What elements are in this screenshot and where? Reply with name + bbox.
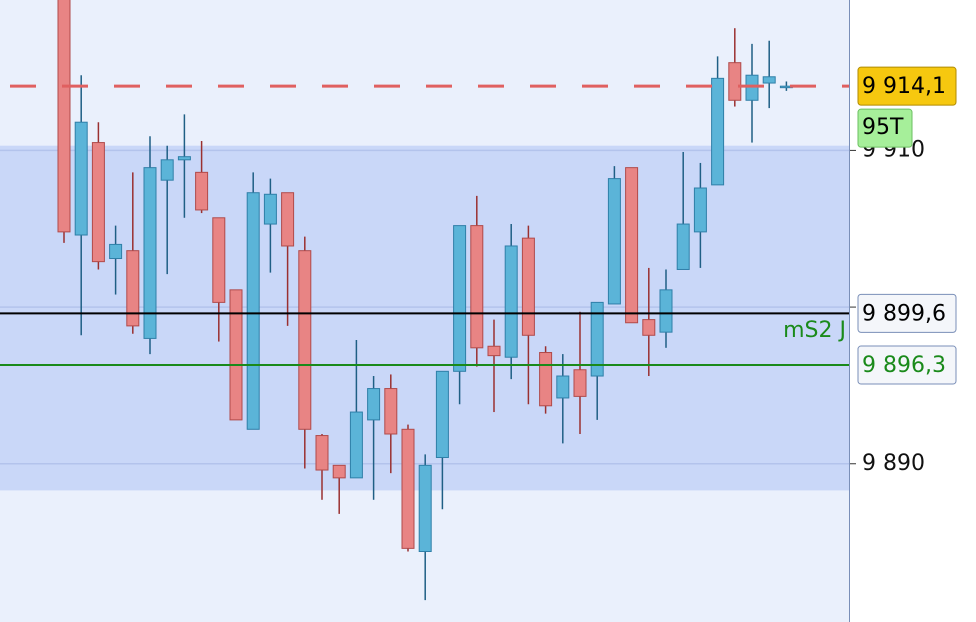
- level-name: mS2 J: [783, 318, 846, 343]
- candle-body: [418, 464, 432, 552]
- candle-body: [349, 411, 363, 479]
- candle-body: [711, 77, 725, 186]
- candle-body: [573, 369, 587, 397]
- candle-body: [728, 62, 742, 101]
- candle-body: [195, 171, 209, 211]
- candle-body: [109, 243, 123, 260]
- candle-body: [453, 225, 467, 372]
- tag-box: [857, 108, 913, 148]
- candle-body: [229, 289, 243, 421]
- candle-body: [332, 464, 346, 479]
- candle-body: [676, 223, 690, 270]
- price-label: 9 896,3: [862, 353, 946, 378]
- candle-body: [556, 375, 570, 399]
- candle-body: [177, 156, 191, 161]
- candle-body: [607, 178, 621, 305]
- candle-body: [57, 0, 71, 233]
- candle-body: [367, 388, 381, 421]
- candle-body: [745, 74, 759, 101]
- candle-body: [762, 76, 776, 84]
- tag-label: 95T: [862, 115, 904, 140]
- candle-body: [539, 352, 553, 407]
- candle-body: [642, 319, 656, 336]
- price-label: 9 899,6: [862, 301, 946, 326]
- price-box: [857, 293, 957, 333]
- candle-body: [212, 217, 226, 303]
- candle-body: [435, 370, 449, 458]
- candle-body: [470, 225, 484, 349]
- candle-body: [521, 237, 535, 336]
- candle-body: [91, 142, 105, 263]
- candle-body: [590, 301, 604, 377]
- candle-body: [143, 167, 157, 339]
- price-label: 9 914,1: [862, 74, 946, 99]
- y-tick-label: 9 890: [862, 451, 925, 476]
- price-box: [857, 66, 957, 106]
- candle-body: [298, 250, 312, 430]
- candle-body: [160, 159, 174, 181]
- candle-body: [401, 428, 415, 549]
- candle-body: [625, 167, 639, 324]
- candle-body: [74, 121, 88, 236]
- candle-body: [693, 187, 707, 233]
- candle-body: [659, 289, 673, 333]
- candle-body: [504, 245, 518, 358]
- candle-body: [263, 193, 277, 225]
- zone: [0, 145, 849, 491]
- candle-body: [315, 435, 329, 471]
- candle-body: [384, 388, 398, 435]
- price-box: [857, 345, 957, 385]
- candle-body: [281, 192, 295, 247]
- candle-body: [126, 250, 140, 327]
- candle-body: [487, 345, 501, 357]
- candle-body: [246, 192, 260, 430]
